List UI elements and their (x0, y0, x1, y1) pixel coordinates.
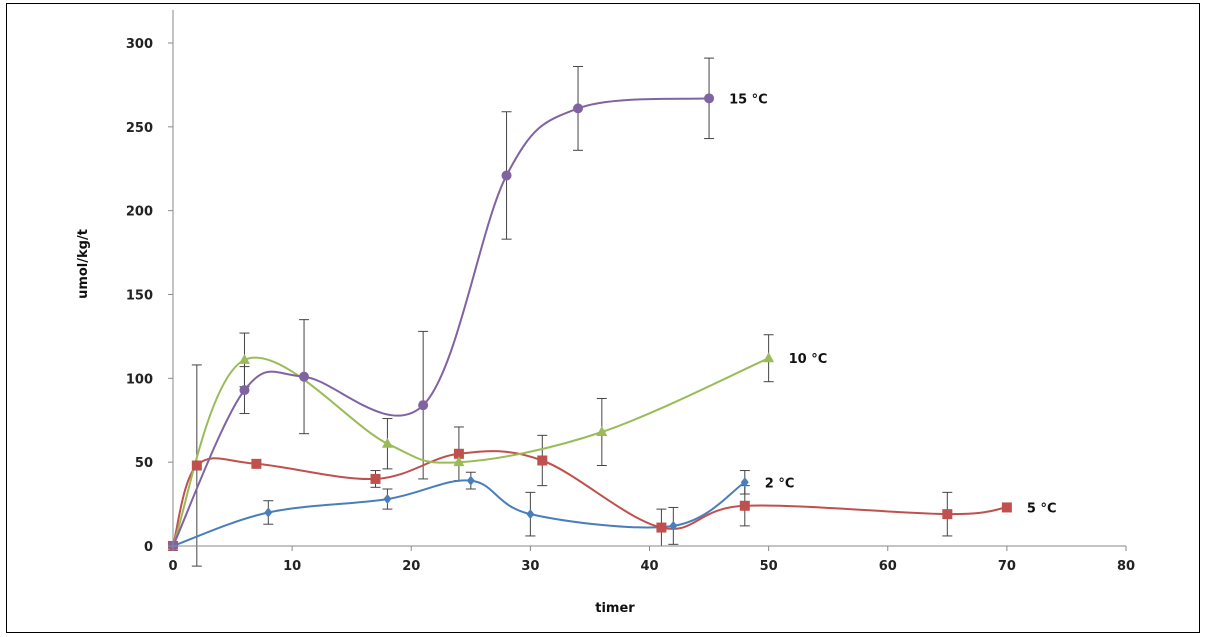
data-point-5Cc (191, 460, 202, 471)
data-point-10Cc (381, 437, 393, 448)
y-tick-label: 150 (126, 289, 153, 304)
series-line-5Cc (172, 450, 1008, 547)
data-point-5Cc (656, 522, 667, 533)
x-tick-label: 60 (879, 559, 897, 574)
x-tick-label: 0 (168, 559, 177, 574)
data-point-5Cc (942, 509, 953, 520)
error-bars-layer (191, 57, 953, 567)
series-line-10Cc (172, 356, 770, 547)
chart-frame: 0 10 20 30 40 50 60 70 80 0 50 100 150 200 250 300 time… (6, 3, 1200, 633)
y-axis-title: umol/kg/t (76, 229, 91, 299)
x-tick-label: 50 (760, 559, 778, 574)
series-line-2Cc (172, 479, 746, 547)
data-point-2Cc (466, 475, 475, 486)
data-point-10Cc (453, 456, 465, 467)
x-tick-label: 10 (283, 559, 301, 574)
data-point-15Cc (704, 93, 715, 104)
x-tick-label: 70 (998, 559, 1016, 574)
y-tick-label: 200 (126, 205, 153, 220)
data-point-5Cc (739, 500, 750, 511)
data-point-5Cc (251, 458, 262, 469)
series-label-10Cc: 10 °C (789, 352, 828, 367)
x-tick-label: 40 (640, 559, 658, 574)
y-tick-label: 250 (126, 121, 153, 136)
y-tick-label: 100 (126, 372, 153, 387)
data-point-5Cc (537, 455, 548, 466)
data-point-10Cc (238, 353, 250, 364)
series-label-5Cc: 5 °C (1027, 501, 1057, 516)
series-markers-layer (167, 93, 1012, 551)
data-point-15Cc (501, 170, 512, 181)
x-axis-title: timer (595, 601, 635, 616)
data-point-2Cc (383, 494, 392, 505)
data-point-2Cc (526, 509, 535, 520)
data-point-2Cc (740, 477, 749, 488)
series-label-15Cc: 15 °C (729, 92, 768, 107)
chart-svg: 0 10 20 30 40 50 60 70 80 0 50 100 150 200 250 300 time… (76, 10, 1135, 616)
data-point-15Cc (299, 371, 310, 382)
axes-layer: 0 10 20 30 40 50 60 70 80 0 50 100 150 200 250 300 (126, 10, 1135, 574)
x-tick-label: 30 (521, 559, 539, 574)
data-point-5Cc (1001, 502, 1012, 513)
y-tick-label: 0 (144, 540, 153, 555)
data-point-10Cc (596, 425, 608, 436)
series-lines-layer (172, 97, 1008, 547)
series-label-2Cc: 2 °C (765, 476, 795, 491)
y-tick-label: 300 (126, 37, 153, 52)
x-tick-label: 80 (1117, 559, 1135, 574)
x-tick-label: 20 (402, 559, 420, 574)
data-point-2Cc (669, 520, 678, 531)
data-point-5Cc (453, 448, 464, 459)
data-point-2Cc (264, 507, 273, 518)
data-point-5Cc (370, 473, 381, 484)
data-point-10Cc (763, 352, 775, 363)
y-tick-label: 50 (135, 456, 153, 471)
series-labels-layer: 2 °C 5 °C 10 °C 15 °C (729, 92, 1056, 516)
series-line-15Cc (172, 97, 710, 547)
data-point-15Cc (573, 103, 584, 114)
data-point-15Cc (418, 400, 429, 411)
data-point-15Cc (239, 385, 250, 396)
